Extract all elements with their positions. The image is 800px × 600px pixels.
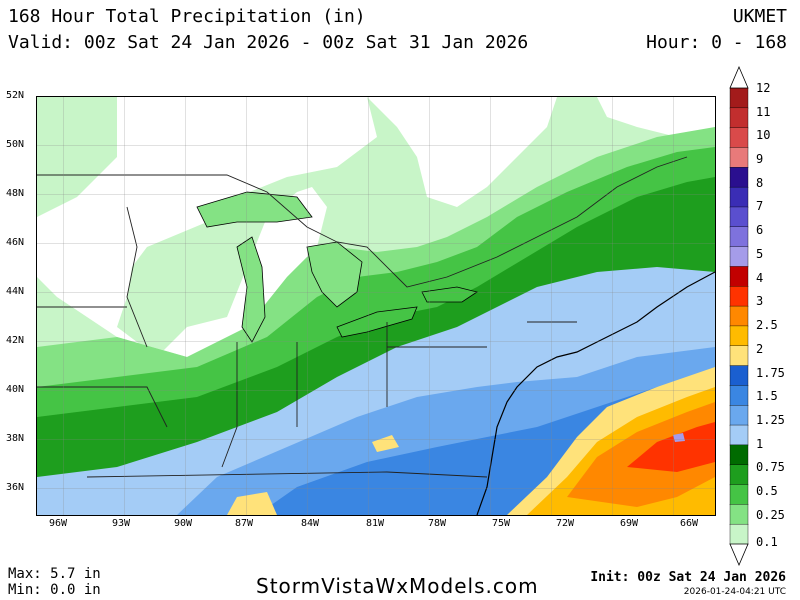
- colorbar-label-1-25: 1.25: [756, 413, 785, 427]
- colorbar-swatch: [729, 167, 749, 188]
- dry-region-canada-east: [597, 97, 715, 137]
- colorbar-swatch: [729, 444, 749, 466]
- precip-map-svg: [37, 97, 715, 515]
- colorbar-label-7: 7: [756, 199, 764, 213]
- colorbar-label-0-25: 0.25: [756, 508, 785, 522]
- colorbar-swatch: [729, 365, 749, 387]
- us-canada-border: [37, 156, 688, 288]
- precip-colorbar: [729, 66, 749, 566]
- lat-label-44n: 44N: [6, 286, 25, 297]
- colorbar-swatch: [729, 305, 749, 327]
- colorbar-swatch: [729, 147, 749, 169]
- colorbar-label-2: 2: [756, 342, 764, 356]
- colorbar-swatch: [729, 87, 749, 109]
- colorbar-label-6: 6: [756, 223, 764, 237]
- east-coast: [476, 271, 715, 515]
- boundaries: [37, 156, 688, 478]
- border-il-in: [221, 342, 238, 468]
- lat-label-40n: 40N: [6, 384, 25, 395]
- lon-label-81w: 81W: [365, 518, 385, 529]
- site-name: StormVistaWxModels.com: [256, 574, 539, 598]
- lat-label-36n: 36N: [6, 482, 25, 493]
- init-time: Init: 00z Sat 24 Jan 2026: [590, 570, 786, 585]
- lake-huron: [306, 241, 363, 308]
- colorbar-swatch: [729, 405, 749, 426]
- lon-label-75w: 75W: [491, 518, 511, 529]
- colorbar-label-1-75: 1.75: [756, 366, 785, 380]
- colorbar-label-1-5: 1.5: [756, 389, 778, 403]
- precip-band-3: [567, 402, 715, 507]
- grid-dots: [37, 97, 715, 515]
- colorbar-swatch: [729, 266, 749, 287]
- colorbar-swatch: [729, 424, 749, 446]
- lat-label-38n: 38N: [6, 433, 25, 444]
- lake-ontario: [421, 286, 478, 303]
- colorbar-swatch: [729, 206, 749, 228]
- lat-label-46n: 46N: [6, 237, 25, 248]
- lon-label-96w: 96W: [48, 518, 68, 529]
- colorbar-swatch: [729, 385, 749, 406]
- border-ky-tn: [86, 471, 388, 478]
- colorbar-label-0-75: 0.75: [756, 460, 785, 474]
- colorbar-label-10: 10: [756, 128, 771, 142]
- colorbar-swatch: [729, 325, 749, 347]
- colorbar-label-8: 8: [756, 176, 764, 190]
- colorbar-bottom-arrow: [729, 543, 749, 566]
- colorbar-swatch: [729, 345, 749, 367]
- max-precip: Max: 5.7 in: [8, 566, 101, 582]
- colorbar-swatch: [729, 246, 749, 268]
- precip-pocket-va: [372, 435, 399, 452]
- colorbar-swatch: [729, 286, 749, 307]
- colorbar-label-11: 11: [756, 105, 771, 119]
- lon-label-66w: 66W: [679, 518, 699, 529]
- colorbar-swatch: [729, 464, 749, 486]
- colorbar-top-arrow: [729, 66, 749, 89]
- lon-label-93w: 93W: [111, 518, 131, 529]
- colorbar-label-2-5: 2.5: [756, 318, 778, 332]
- model-name: UKMET: [732, 6, 787, 27]
- colorbar-label-3: 3: [756, 294, 764, 308]
- lon-label-87w: 87W: [234, 518, 254, 529]
- lon-label-69w: 69W: [619, 518, 639, 529]
- colorbar-label-5: 5: [756, 247, 764, 261]
- colorbar-label-0-5: 0.5: [756, 484, 778, 498]
- lat-label-48n: 48N: [6, 188, 25, 199]
- border-va-nc: [386, 471, 488, 478]
- lon-label-90w: 90W: [173, 518, 193, 529]
- precip-max-spot: [673, 433, 685, 442]
- generated-timestamp: 2026-01-24-04:21 UTC: [683, 587, 786, 597]
- colorbar-label-4: 4: [756, 271, 764, 285]
- border-mn-wi: [126, 206, 148, 348]
- lon-label-72w: 72W: [555, 518, 575, 529]
- colorbar-label-9: 9: [756, 152, 764, 166]
- colorbar-swatch: [729, 186, 749, 208]
- precip-band-4: [627, 422, 715, 472]
- forecast-hour-range: Hour: 0 - 168: [646, 32, 787, 53]
- colorbar-swatch: [729, 504, 749, 525]
- colorbar-swatch: [729, 226, 749, 248]
- lat-label-52n: 52N: [6, 90, 25, 101]
- colorbar-swatch: [729, 523, 749, 545]
- colorbar-swatch: [729, 107, 749, 129]
- colorbar-label-1: 1: [756, 437, 764, 451]
- colorbar-label-0-1: 0.1: [756, 535, 778, 549]
- lon-label-78w: 78W: [427, 518, 447, 529]
- lat-label-42n: 42N: [6, 335, 25, 346]
- lake-erie: [336, 306, 418, 338]
- lat-label-50n: 50N: [6, 139, 25, 150]
- lake-michigan: [236, 236, 266, 343]
- lon-label-84w: 84W: [300, 518, 320, 529]
- colorbar-label-12: 12: [756, 81, 771, 95]
- dry-region-canada: [367, 97, 557, 207]
- border-ia-mo: [37, 386, 168, 428]
- lake-superior: [196, 191, 313, 228]
- precip-pocket-south: [227, 492, 277, 515]
- min-precip: Min: 0.0 in: [8, 582, 101, 598]
- precipitation-map: [36, 96, 716, 516]
- dry-region-west: [37, 97, 377, 357]
- valid-period: Valid: 00z Sat 24 Jan 2026 - 00z Sat 31 …: [8, 32, 529, 53]
- colorbar-swatch: [729, 127, 749, 149]
- colorbar-swatch: [729, 484, 749, 506]
- map-title: 168 Hour Total Precipitation (in): [8, 6, 366, 27]
